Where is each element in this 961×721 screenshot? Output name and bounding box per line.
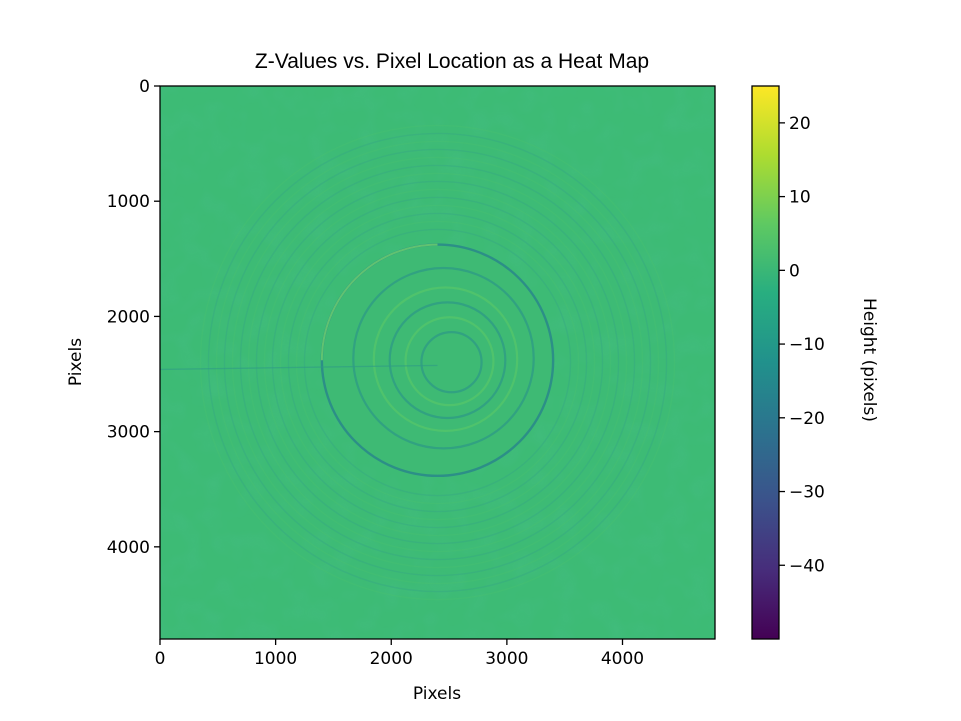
central-disc-highlight-edge [320,243,438,361]
y-tick-label: 2000 [107,307,150,327]
central-ripple [420,331,483,394]
central-ripple [388,301,507,420]
outer-ring-contour [263,188,612,537]
x-tick-label: 3000 [485,649,528,669]
colorbar-tick-label: −20 [789,409,825,429]
outer-ring-contour [231,156,644,569]
outer-ring-contour [295,220,580,505]
x-tick-label: 1000 [254,649,297,669]
chart-title: Z-Values vs. Pixel Location as a Heat Ma… [255,50,649,73]
colorbar-label: Height (pixels) [859,298,879,422]
outer-ring-contour [239,164,636,561]
colorbar-tick-label: 20 [789,114,811,134]
y-tick-label: 4000 [107,538,150,558]
colorbar-tick-label: 10 [789,188,811,208]
colorbar-tick-label: −30 [789,483,825,503]
central-ripple [352,266,535,450]
colorbar-tick-label: 0 [789,261,800,281]
horizontal-streak [160,364,438,371]
outer-ring-contour [223,148,652,577]
central-ripple [404,316,495,407]
central-ripple [372,286,519,432]
x-axis-label: Pixels [413,684,461,704]
outer-ring-contour [207,132,668,593]
outer-ring-contour [279,204,596,521]
y-tick-label: 1000 [107,192,150,212]
outer-ring-contour [271,196,604,529]
heatmap-plot-area [160,86,715,639]
x-axis-ticks: 0 1000 2000 3000 4000 [155,639,644,669]
outer-ring-contour [199,124,676,601]
y-tick-label: 3000 [107,423,150,443]
y-tick-label: 0 [139,77,150,97]
y-axis-label: Pixels [66,338,86,386]
colorbar-ticks: 20 10 0 −10 −20 −30 −40 [779,114,825,576]
colorbar-tick-label: −40 [789,556,825,576]
plot-frame [159,85,716,640]
outer-ring-contour [303,228,572,497]
outer-ring-contour [287,212,588,513]
outer-ring-contour [215,140,660,585]
colorbar: 20 10 0 −10 −20 −30 −40 [751,85,825,640]
x-tick-label: 2000 [370,649,413,669]
colorbar-tick-label: −10 [789,335,825,355]
x-tick-label: 0 [155,649,166,669]
outer-ring-contour [247,172,628,553]
heatmap-features [160,124,676,601]
colorbar-gradient [752,86,779,639]
y-axis-ticks: 0 1000 2000 3000 4000 [107,77,160,558]
x-tick-label: 4000 [601,649,644,669]
colorbar-frame [751,85,780,640]
central-disc [320,243,555,478]
outer-ring-contour [255,180,620,545]
